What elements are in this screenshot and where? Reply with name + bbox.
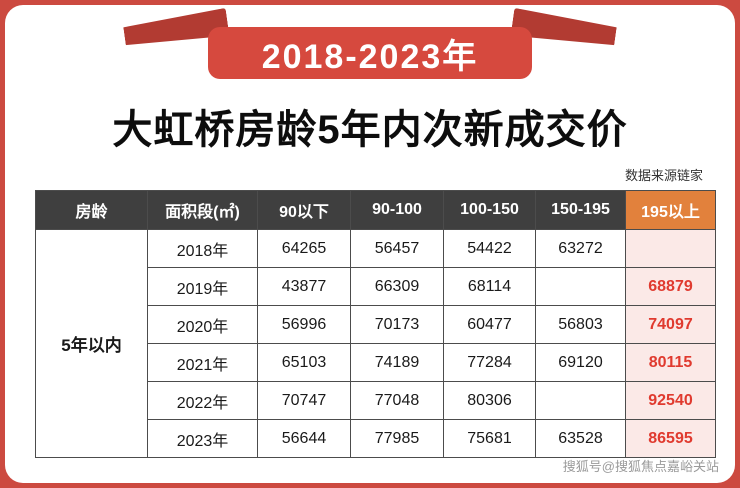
value-cell-highlight: 80115 <box>625 343 716 382</box>
value-cell: 77985 <box>350 419 444 458</box>
value-cell: 63272 <box>535 229 626 268</box>
data-source-note: 数据来源链家 <box>624 168 703 183</box>
year-cell: 2021年 <box>147 343 258 382</box>
col-header-150-195: 150-195 <box>535 190 626 230</box>
value-cell: 56644 <box>257 419 351 458</box>
value-cell: 66309 <box>350 267 444 306</box>
value-cell: 69120 <box>535 343 626 382</box>
page-title: 大虹桥房龄5年内次新成交价 <box>112 108 628 152</box>
year-cell: 2020年 <box>147 305 258 344</box>
table-row: 2020年 56996 70173 60477 56803 74097 <box>36 305 716 344</box>
value-cell: 60477 <box>443 305 536 344</box>
year-cell: 2019年 <box>147 267 258 306</box>
col-header-under90: 90以下 <box>257 190 351 230</box>
value-cell: 80306 <box>443 381 536 420</box>
value-cell: 74189 <box>350 343 444 382</box>
value-cell-highlight: 92540 <box>625 381 716 420</box>
year-cell: 2023年 <box>147 419 258 458</box>
table-row: 2022年 70747 77048 80306 92540 <box>36 381 716 420</box>
year-cell: 2022年 <box>147 381 258 420</box>
value-cell: 64265 <box>257 229 351 268</box>
year-range-banner: 2018-2023年 <box>208 27 532 79</box>
value-cell: 65103 <box>257 343 351 382</box>
col-header-90-100: 90-100 <box>350 190 444 230</box>
value-cell: 75681 <box>443 419 536 458</box>
table-row: 2021年 65103 74189 77284 69120 80115 <box>36 343 716 382</box>
col-header-area: 面积段(㎡) <box>147 190 258 230</box>
value-cell: 77284 <box>443 343 536 382</box>
col-header-age: 房龄 <box>35 190 148 230</box>
row-group-label: 5年以内 <box>35 229 148 458</box>
value-cell <box>535 267 626 306</box>
value-cell-highlight: 74097 <box>625 305 716 344</box>
value-cell-highlight: 68879 <box>625 267 716 306</box>
value-cell <box>535 381 626 420</box>
value-cell-highlight: 86595 <box>625 419 716 458</box>
table-row: 5年以内 2018年 64265 56457 54422 63272 <box>35 229 716 458</box>
value-cell: 63528 <box>535 419 626 458</box>
value-cell-highlight <box>625 229 716 268</box>
col-header-over195: 195以上 <box>625 190 716 230</box>
header-row: 房龄 面积段(㎡) 90以下 90-100 100-150 150-195 19… <box>35 190 716 230</box>
price-table-wrap: 房龄 面积段(㎡) 90以下 90-100 100-150 150-195 19… <box>35 190 716 458</box>
value-cell: 68114 <box>443 267 536 306</box>
value-cell: 43877 <box>257 267 351 306</box>
value-cell: 56996 <box>257 305 351 344</box>
value-cell: 54422 <box>443 229 536 268</box>
year-ribbon: 2018-2023年 <box>208 27 532 79</box>
col-header-100-150: 100-150 <box>443 190 536 230</box>
value-cell: 77048 <box>350 381 444 420</box>
table-row: 2023年 56644 77985 75681 63528 86595 <box>36 419 716 458</box>
value-cell: 56803 <box>535 305 626 344</box>
table-row: 2019年 43877 66309 68114 68879 <box>36 267 716 306</box>
price-table: 房龄 面积段(㎡) 90以下 90-100 100-150 150-195 19… <box>35 190 716 458</box>
value-cell: 56457 <box>350 229 444 268</box>
value-cell: 70173 <box>350 305 444 344</box>
year-cell: 2018年 <box>147 229 258 268</box>
content-card: 2018-2023年 大虹桥房龄5年内次新成交价 数据来源链家 房龄 面积段(㎡… <box>5 5 735 483</box>
watermark: 搜狐号@搜狐焦点嘉峪关站 <box>562 459 719 474</box>
value-cell: 70747 <box>257 381 351 420</box>
